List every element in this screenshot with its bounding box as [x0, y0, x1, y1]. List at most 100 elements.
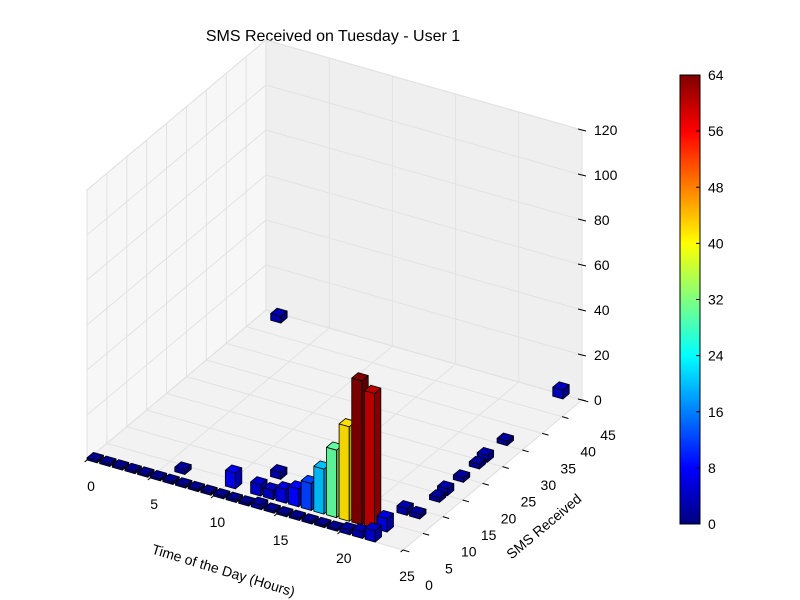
bar: [137, 466, 155, 478]
z-tick-mark: [577, 398, 587, 402]
bar-top-face: [363, 384, 382, 394]
bar-top-face: [238, 495, 256, 505]
bar-top-face: [250, 476, 268, 486]
z-tick-label: 60: [594, 257, 610, 273]
bar: [250, 496, 269, 511]
bar-top-face: [496, 432, 514, 442]
grid-line: [265, 129, 583, 221]
bar: [376, 509, 394, 533]
grid-line: [86, 309, 267, 461]
colorbar-tick-label: 56: [708, 123, 724, 139]
grid-line: [86, 264, 267, 416]
bar-top-face: [351, 372, 369, 382]
colorbar-tick-label: 40: [708, 235, 724, 251]
colorbar-tick-label: 16: [708, 404, 724, 420]
bar: [225, 491, 243, 503]
grid-line: [86, 219, 267, 371]
z-tick-label: 40: [594, 302, 610, 318]
colorbar-tick-label: 64: [708, 67, 724, 83]
chart-title: SMS Received on Tuesday - User 1: [206, 28, 460, 45]
bar: [288, 509, 307, 521]
grid-line: [265, 39, 583, 131]
z-tick-label: 20: [594, 347, 610, 363]
bar-top-face: [409, 505, 427, 515]
y-tick-label: 30: [541, 477, 557, 493]
grid-line: [265, 309, 583, 401]
z-tick-label: 100: [594, 167, 618, 183]
bar-top-face: [276, 506, 294, 516]
x-tick-label: 0: [87, 478, 95, 494]
x-tick-label: 5: [150, 496, 158, 512]
grid-line: [86, 84, 267, 236]
bar-top-face: [111, 459, 130, 469]
grid-line: [149, 327, 330, 479]
bar-top-face: [339, 521, 357, 531]
bar-top-face: [175, 477, 193, 487]
y-tick-label: 20: [501, 510, 517, 526]
grid-line: [146, 409, 463, 501]
z-tick-label: 0: [594, 392, 602, 408]
bar-top-face: [452, 469, 471, 479]
bar: [270, 464, 288, 480]
z-tick-mark: [577, 263, 587, 267]
grid-line: [86, 174, 267, 326]
bar-top-face: [263, 502, 281, 512]
bar-top-face: [436, 480, 455, 490]
x-tick-mark: [273, 513, 277, 517]
bar: [200, 484, 218, 496]
y-tick-label: 15: [481, 527, 497, 543]
grid-line: [265, 264, 583, 356]
y-tick-mark: [442, 516, 450, 519]
bar: [452, 469, 471, 483]
bar: [124, 462, 142, 475]
bar: [409, 505, 427, 520]
bar: [175, 477, 193, 489]
axis-ticks: 0510152025051015202530354045020406080100…: [84, 122, 618, 593]
z-tick-mark: [577, 308, 587, 312]
bar-top-face: [429, 489, 447, 499]
bar-top-face: [137, 466, 155, 476]
y-tick-label: 10: [461, 544, 477, 560]
bar: [162, 473, 180, 485]
x-tick-mark: [210, 495, 214, 499]
colorbar-ticks: 0 8 16 24 32 40 48 56 64: [696, 67, 724, 532]
bar: [149, 470, 168, 482]
z-tick-mark: [577, 353, 587, 357]
bar: [276, 506, 294, 518]
z-tick-mark: [577, 128, 587, 132]
y-tick-mark: [402, 549, 410, 553]
bar-top-face: [99, 455, 117, 465]
x-tick-label: 25: [399, 568, 415, 584]
bar-top-face: [301, 513, 319, 523]
bar: [363, 384, 382, 529]
colorbar-tick-label: 8: [708, 460, 716, 476]
bar-front-face: [288, 485, 300, 508]
bar-front-face: [313, 465, 325, 515]
bar-top-face: [162, 473, 180, 483]
x-tick-label: 15: [273, 532, 289, 548]
grid-line: [166, 392, 483, 484]
bar-top-face: [552, 381, 570, 391]
y-tick-label: 0: [425, 577, 433, 593]
grid-line: [245, 326, 563, 418]
bar: [187, 480, 205, 493]
bar: [468, 455, 487, 470]
bar-top-face: [364, 522, 382, 532]
colorbar: 0 8 16 24 32 40 48 56 64: [679, 67, 724, 532]
x-axis-label: Time of the Day (Hours): [150, 541, 297, 600]
bar: [476, 446, 495, 463]
grid-line: [265, 219, 583, 311]
z-tick-label: 120: [594, 122, 618, 138]
y-tick-mark: [462, 499, 470, 503]
y-tick-mark: [542, 432, 549, 436]
z-tick-mark: [577, 173, 587, 177]
bar: [99, 455, 117, 467]
bar-top-face: [288, 509, 307, 519]
bar-top-face: [376, 509, 394, 519]
x-tick-label: 10: [210, 514, 226, 530]
colorbar-tick-label: 48: [708, 179, 724, 195]
x-tick-mark: [400, 549, 404, 553]
y-tick-mark: [422, 532, 430, 536]
bar-top-face: [468, 455, 487, 465]
